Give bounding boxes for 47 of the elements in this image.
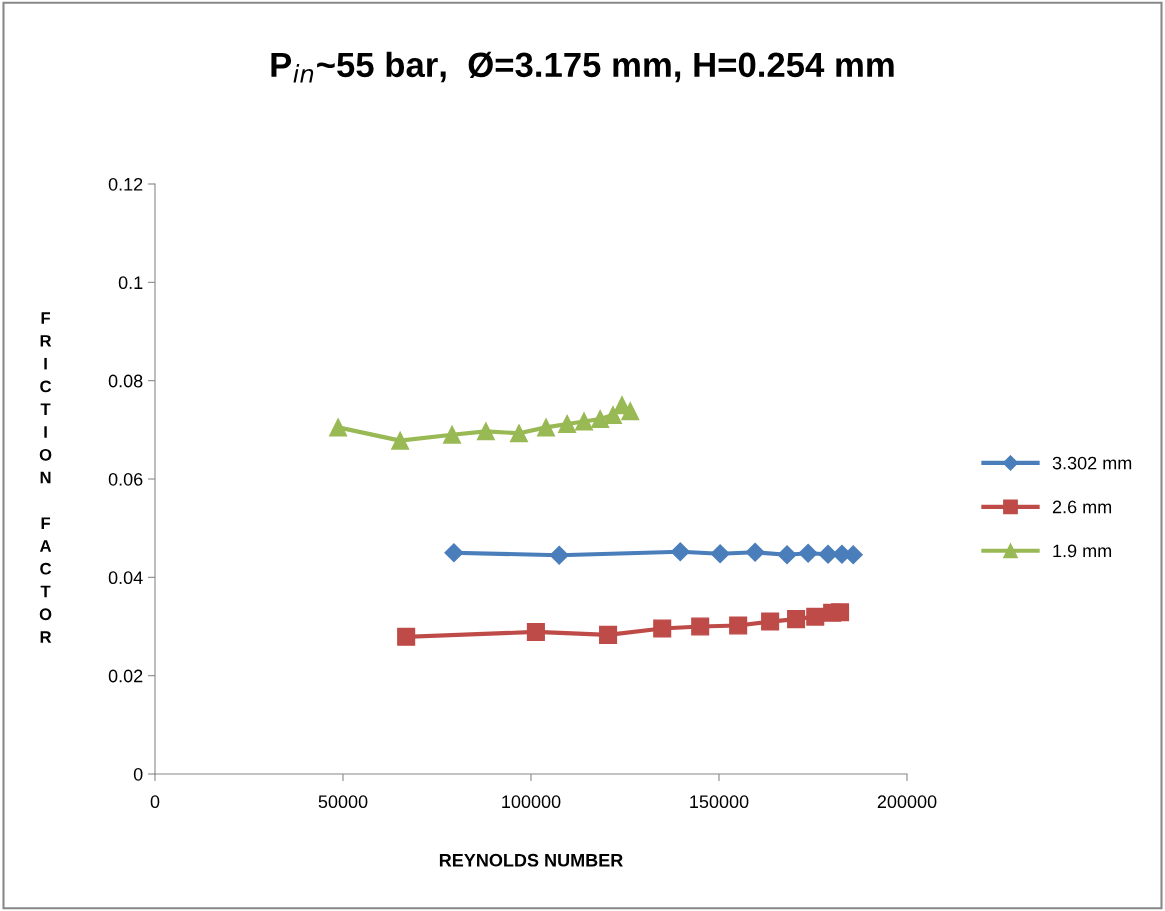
x-tick-label: 100000 <box>502 795 561 809</box>
point <box>653 619 672 638</box>
point <box>621 402 640 421</box>
x-tick-label: 0 <box>150 795 160 809</box>
text: FRICTION FACTOR <box>39 312 52 643</box>
point <box>710 544 730 564</box>
point <box>443 425 462 444</box>
x-tick-label: 150000 <box>690 795 749 809</box>
point <box>526 622 545 641</box>
point <box>798 543 818 563</box>
legend-label: 2.6 mm <box>1052 500 1112 514</box>
y-tick-label: 0.06 <box>108 472 143 486</box>
point <box>397 627 416 646</box>
x-tick-label: 50000 <box>318 795 368 809</box>
point <box>476 422 495 441</box>
point <box>444 543 464 563</box>
x-axis-title: REYNOLDS NUMBER <box>439 853 623 867</box>
point <box>670 542 690 562</box>
point <box>777 545 797 565</box>
point <box>729 616 748 635</box>
y-tick-label: 0.04 <box>108 571 143 585</box>
point <box>599 625 618 644</box>
x-tick-label: 200000 <box>877 795 937 809</box>
point <box>549 545 569 565</box>
point <box>509 424 528 443</box>
point <box>558 414 577 433</box>
y-tick-label: 0 <box>133 767 143 781</box>
point <box>787 610 806 629</box>
point <box>591 409 610 429</box>
point <box>745 542 765 562</box>
chart-title: P$_{in}$~55 bar, Ø=3.175 mm, H=0.254 mm <box>271 51 894 83</box>
y-tick-label: 0.02 <box>108 669 143 683</box>
point <box>603 406 622 425</box>
point <box>574 412 594 431</box>
point <box>806 607 825 626</box>
legend-label: 1.9 mm <box>1053 544 1112 558</box>
y-tick-label: 0.12 <box>108 177 143 191</box>
point <box>818 544 838 564</box>
point <box>831 603 850 622</box>
y-tick-label: 0.1 <box>118 276 143 290</box>
point <box>761 612 780 631</box>
y-tick-label: 0.08 <box>108 374 143 388</box>
point <box>691 617 710 636</box>
point <box>537 418 556 437</box>
legend-label: 3.302 mm <box>1052 456 1132 470</box>
point <box>391 431 410 450</box>
point <box>329 418 348 437</box>
